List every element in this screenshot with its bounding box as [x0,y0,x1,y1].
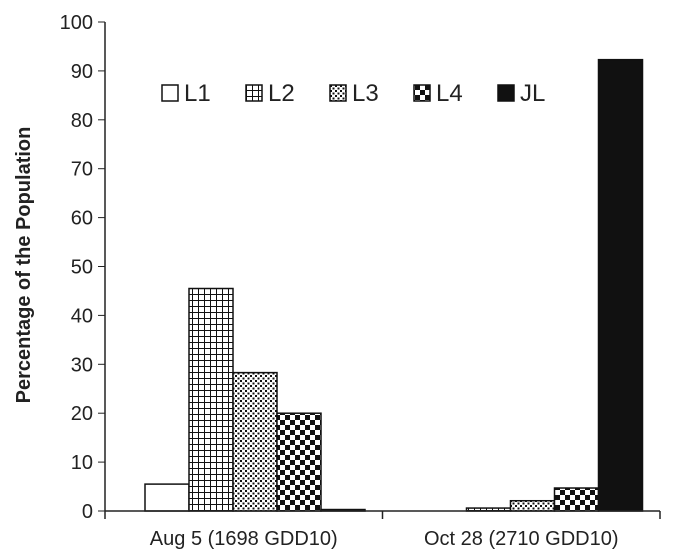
bar-l3-2 [509,499,556,512]
legend: L1 L2 L3 L4 JL [161,80,545,107]
x-category-label: Aug 5 (1698 GDD10) [150,528,338,550]
y-tick-label: 80 [71,110,93,132]
bar-l3-1 [232,371,278,512]
bar-l4-1 [276,412,322,512]
y-tick-label: 20 [71,403,93,425]
bar-l1-1 [144,483,190,512]
x-axis-labels: Aug 5 (1698 GDD10) Oct 28 (2710 GDD10) [150,528,619,550]
legend-swatch-l2 [245,84,263,102]
bar-l4-2 [553,487,600,512]
y-axis-title: Percentage of the Population [13,127,35,404]
legend-label-l4: L4 [436,80,463,107]
y-tick-label: 60 [71,208,93,230]
y-tick-label: 90 [71,61,93,83]
legend-label-l3: L3 [352,80,379,107]
bar-l2-1 [188,287,234,512]
axes [104,22,661,519]
legend-swatch-jl [497,84,515,102]
legend-label-jl: JL [520,80,545,107]
y-axis-ticks: 0 10 20 30 40 50 60 70 80 90 100 [60,12,105,523]
legend-swatch-l3 [329,84,347,102]
y-tick-label: 50 [71,257,93,279]
x-category-label: Oct 28 (2710 GDD10) [424,528,619,550]
legend-label-l2: L2 [268,80,295,107]
y-tick-label: 30 [71,354,93,376]
legend-swatch-l4 [413,84,431,102]
legend-swatch-l1 [161,84,179,102]
y-tick-label: 10 [71,452,93,474]
y-tick-label: 0 [82,501,93,523]
legend-label-l1: L1 [184,80,211,107]
y-tick-label: 100 [60,12,93,34]
y-tick-label: 40 [71,305,93,327]
bars [144,58,644,512]
y-tick-label: 70 [71,159,93,181]
bar-jl-2 [597,58,644,512]
